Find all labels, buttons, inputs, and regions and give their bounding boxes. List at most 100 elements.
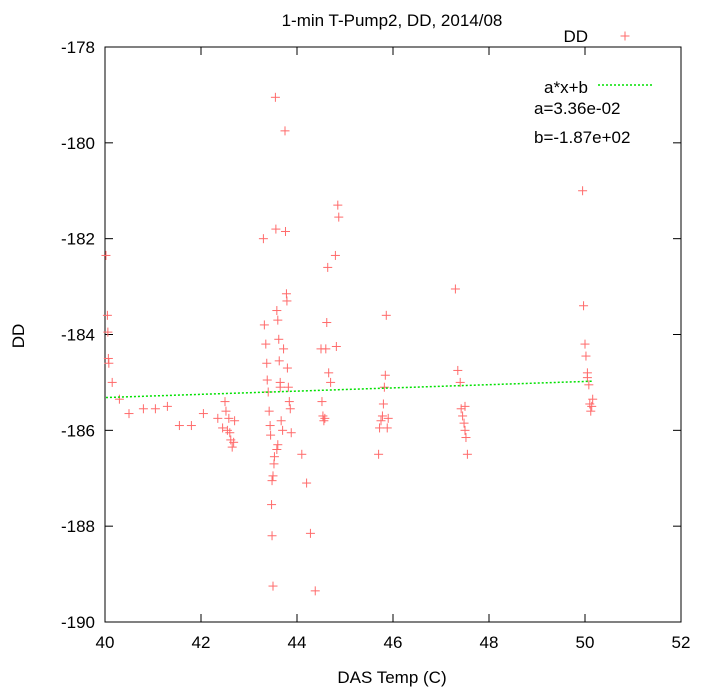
data-point xyxy=(286,428,296,438)
data-point xyxy=(280,126,290,136)
data-point xyxy=(225,428,235,438)
data-point xyxy=(230,416,240,426)
data-point xyxy=(318,411,328,421)
data-point xyxy=(460,401,470,411)
data-point xyxy=(326,377,336,387)
data-point xyxy=(174,421,184,431)
data-point xyxy=(383,413,393,423)
data-point xyxy=(319,416,329,426)
y-tick-label: -190 xyxy=(61,613,95,632)
data-point xyxy=(213,413,223,423)
x-axis-label: DAS Temp (C) xyxy=(337,668,446,687)
data-point xyxy=(267,531,277,541)
data-point xyxy=(587,401,597,411)
scatter-points xyxy=(101,92,598,596)
data-point xyxy=(124,409,134,419)
data-point xyxy=(333,200,343,210)
x-tick-label: 48 xyxy=(480,633,499,652)
data-point xyxy=(579,301,589,311)
legend-a-value: a=3.36e-02 xyxy=(534,99,621,118)
y-tick-label: -188 xyxy=(61,517,95,536)
data-point xyxy=(262,375,272,385)
data-point xyxy=(138,404,148,414)
data-point xyxy=(462,449,472,459)
data-point xyxy=(114,394,124,404)
data-point xyxy=(334,212,344,222)
data-point xyxy=(323,262,333,272)
data-point xyxy=(279,344,289,354)
data-point xyxy=(198,409,208,419)
y-axis-ticks: -178 -180 -182 -184 -186 -188 -190 xyxy=(61,38,681,632)
data-point xyxy=(285,404,295,414)
y-axis-label: DD xyxy=(9,324,28,349)
data-point xyxy=(102,310,112,320)
data-point xyxy=(267,476,277,486)
legend-points-label: DD xyxy=(563,27,588,46)
data-point xyxy=(302,478,312,488)
data-point xyxy=(218,423,228,433)
data-point xyxy=(107,377,117,387)
data-point xyxy=(458,411,468,421)
legend: DD a*x+b a=3.36e-02 b=-1.87e+02 xyxy=(534,27,653,147)
data-point xyxy=(282,296,292,306)
data-point xyxy=(268,471,278,481)
data-point xyxy=(321,344,331,354)
fit-line-layer xyxy=(105,380,593,399)
data-point xyxy=(324,368,334,378)
data-point xyxy=(282,363,292,373)
data-point xyxy=(262,358,272,368)
data-point xyxy=(162,401,172,411)
y-tick-label: -180 xyxy=(61,134,95,153)
x-tick-label: 52 xyxy=(672,633,691,652)
data-point xyxy=(276,416,286,426)
data-point xyxy=(266,430,276,440)
data-point xyxy=(103,327,113,337)
data-point xyxy=(580,339,590,349)
data-point xyxy=(585,399,595,409)
data-point xyxy=(272,306,282,316)
data-point xyxy=(581,351,591,361)
x-tick-label: 44 xyxy=(288,633,307,652)
data-point xyxy=(284,397,294,407)
y-tick-label: -184 xyxy=(61,326,95,345)
data-point xyxy=(379,382,389,392)
x-tick-label: 46 xyxy=(384,633,403,652)
data-point xyxy=(310,586,320,596)
fit-line xyxy=(105,380,593,399)
data-point xyxy=(374,449,384,459)
data-point xyxy=(578,186,588,196)
data-point xyxy=(150,404,160,414)
data-point xyxy=(104,358,114,368)
data-point xyxy=(270,92,280,102)
x-axis-ticks: 40 42 44 46 48 50 52 xyxy=(96,47,691,652)
data-point xyxy=(258,234,268,244)
data-point xyxy=(382,423,392,433)
legend-point-marker xyxy=(620,31,630,41)
plot-area: 40 42 44 46 48 50 52 -178-180-182-184-186-188-… xyxy=(61,38,690,652)
x-tick-label: 42 xyxy=(192,633,211,652)
legend-b-value: b=-1.87e+02 xyxy=(534,128,630,147)
data-point xyxy=(317,397,327,407)
data-point xyxy=(227,442,237,452)
y-tick-label: -178 xyxy=(61,38,95,57)
x-tick-label: 40 xyxy=(96,633,115,652)
data-point xyxy=(268,581,278,591)
data-point xyxy=(459,418,469,428)
data-point xyxy=(221,406,231,416)
data-point xyxy=(375,423,385,433)
data-point xyxy=(280,226,290,236)
data-point xyxy=(460,425,470,435)
chart-title: 1-min T-Pump2, DD, 2014/08 xyxy=(282,11,503,30)
data-point xyxy=(265,421,275,431)
data-point xyxy=(220,397,230,407)
data-point xyxy=(331,341,341,351)
data-point xyxy=(267,500,277,510)
data-point xyxy=(381,310,391,320)
y-tick-label: -186 xyxy=(61,421,95,440)
data-point xyxy=(283,382,293,392)
y-tick-label: -182 xyxy=(61,230,95,249)
data-point xyxy=(186,421,196,431)
data-point xyxy=(261,339,271,349)
data-point xyxy=(376,416,386,426)
